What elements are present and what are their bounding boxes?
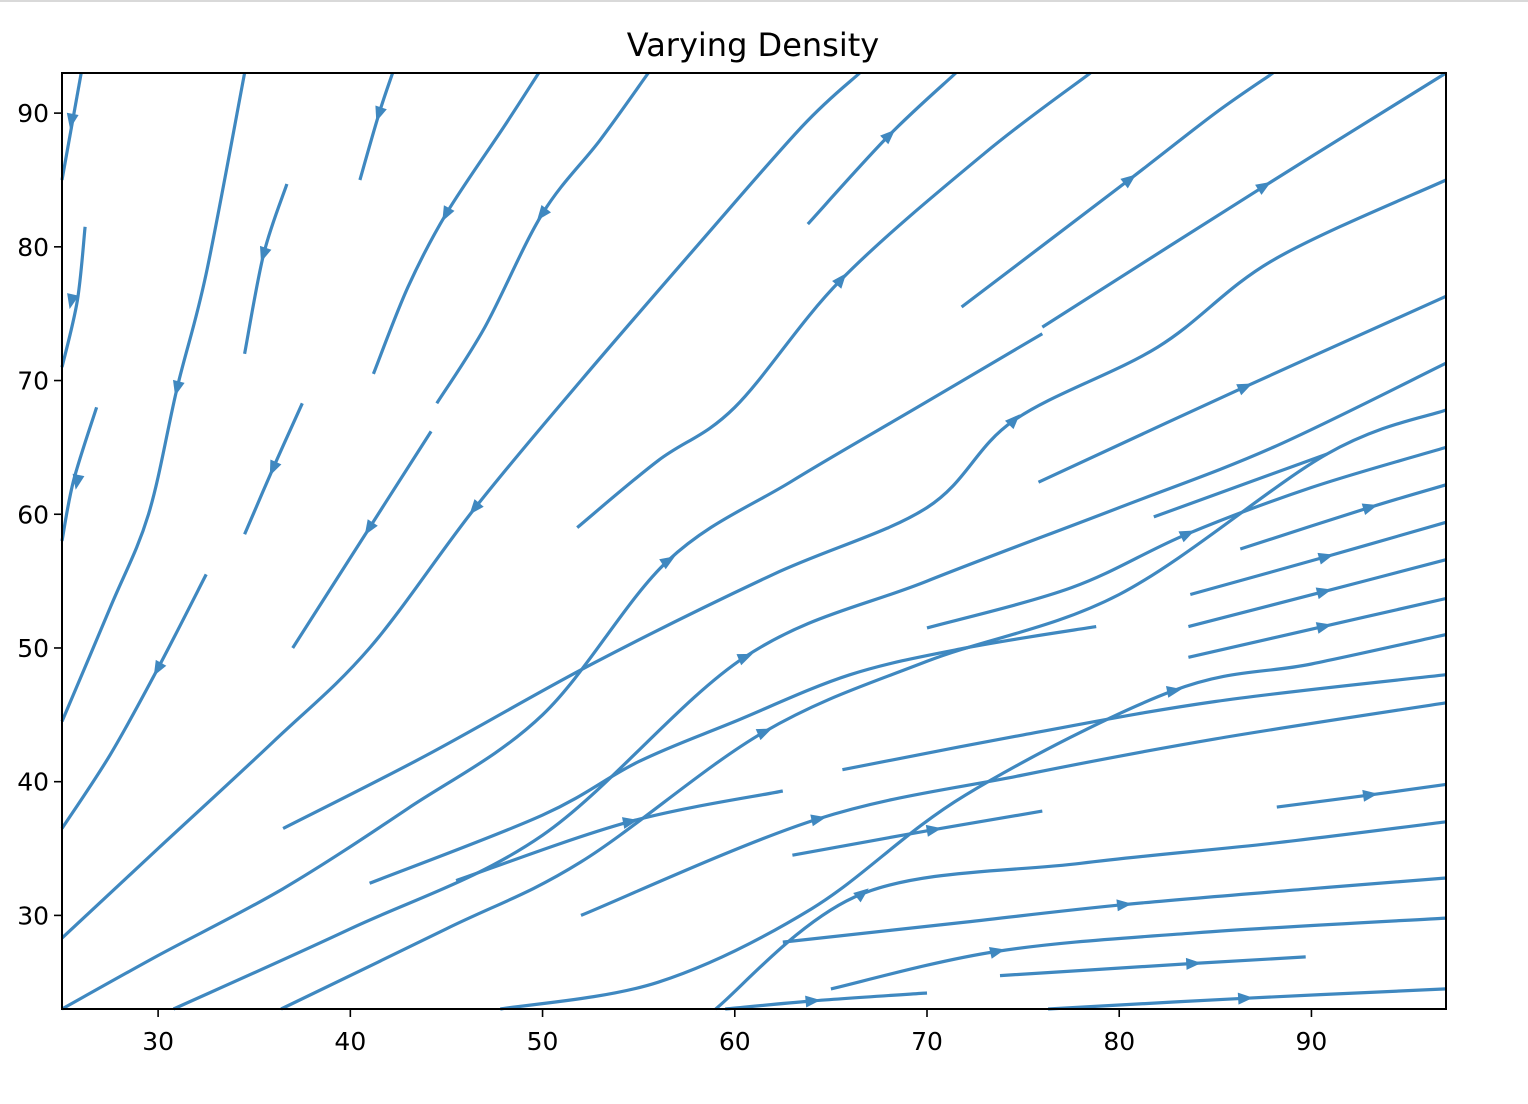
arrowhead-21-1 bbox=[755, 728, 772, 741]
y-tick-label: 60 bbox=[17, 500, 49, 529]
streamline-10 bbox=[291, 430, 433, 649]
streamline-26 bbox=[1189, 520, 1447, 597]
x-axis: 30 40 50 60 70 80 90 bbox=[142, 1009, 1327, 1056]
streamline-5 bbox=[60, 573, 208, 830]
streamline-14 bbox=[576, 71, 1092, 529]
x-tick-label: 30 bbox=[142, 1027, 174, 1056]
streamline-30 bbox=[500, 633, 1447, 1011]
arrowhead-11-1 bbox=[537, 205, 551, 221]
arrowhead-2-1 bbox=[67, 293, 79, 310]
streamline-15 bbox=[61, 332, 1044, 1011]
streamline-25 bbox=[369, 625, 1097, 885]
streamline-33 bbox=[792, 809, 1043, 857]
arrowhead-6-1 bbox=[260, 245, 272, 263]
arrowhead-5-1 bbox=[153, 659, 167, 676]
streamline-8 bbox=[358, 72, 395, 181]
chart-title: Varying Density bbox=[627, 26, 879, 64]
y-tick-label: 50 bbox=[17, 634, 49, 663]
arrowhead-7-1 bbox=[269, 459, 282, 476]
streamline-16 bbox=[960, 71, 1274, 309]
arrowhead-4-1 bbox=[173, 379, 185, 396]
streamline-3 bbox=[60, 406, 99, 542]
streamline-32 bbox=[580, 701, 1447, 917]
arrowhead-13-1 bbox=[880, 129, 896, 145]
arrowhead-29-1 bbox=[622, 817, 638, 829]
y-axis: 30 40 50 60 70 80 90 bbox=[17, 99, 62, 930]
arrowhead-35-1 bbox=[853, 888, 869, 903]
arrowhead-14-1 bbox=[832, 273, 847, 289]
y-tick-label: 90 bbox=[17, 99, 49, 128]
y-tick-label: 30 bbox=[17, 901, 49, 930]
arrowhead-10-1 bbox=[364, 519, 378, 536]
streamline-39 bbox=[725, 991, 928, 1011]
streamline-4 bbox=[60, 72, 247, 723]
arrowhead-34-1 bbox=[1362, 789, 1378, 802]
streamline-6 bbox=[243, 183, 289, 355]
streamlines-group bbox=[60, 71, 1447, 1011]
streamline-1 bbox=[60, 72, 83, 181]
arrowhead-17-1 bbox=[1005, 414, 1020, 430]
y-tick-label: 40 bbox=[17, 768, 49, 797]
streamline-22 bbox=[1153, 452, 1328, 519]
streamline-12 bbox=[60, 71, 861, 940]
streamline-9 bbox=[371, 72, 541, 375]
arrowhead-12-1 bbox=[469, 499, 484, 515]
arrowhead-18-1 bbox=[1255, 181, 1271, 195]
top-border-line bbox=[0, 0, 1528, 2]
streamline-17 bbox=[282, 178, 1447, 830]
x-tick-label: 70 bbox=[911, 1027, 943, 1056]
arrowhead-3-1 bbox=[72, 473, 85, 490]
x-tick-label: 60 bbox=[719, 1027, 751, 1056]
y-tick-label: 70 bbox=[17, 367, 49, 396]
arrowhead-38-1 bbox=[1185, 957, 1202, 970]
x-tick-label: 50 bbox=[527, 1027, 559, 1056]
y-tick-label: 80 bbox=[17, 233, 49, 262]
streamline-19 bbox=[172, 361, 1447, 1011]
arrowhead-32-1 bbox=[810, 814, 827, 827]
arrowhead-16-1 bbox=[1120, 174, 1136, 189]
arrowhead-37-1 bbox=[989, 947, 1005, 959]
arrowhead-8-1 bbox=[375, 105, 387, 122]
arrowhead-1-1 bbox=[66, 112, 79, 129]
x-tick-label: 90 bbox=[1296, 1027, 1328, 1056]
arrowhead-26-1 bbox=[1317, 552, 1334, 565]
arrowhead-39-1 bbox=[805, 995, 821, 1008]
arrowhead-33-1 bbox=[925, 824, 942, 837]
arrowhead-28-1 bbox=[1315, 622, 1332, 634]
streamline-11 bbox=[435, 72, 650, 405]
streamline-34 bbox=[1276, 782, 1447, 809]
streamline-13 bbox=[806, 71, 957, 226]
streamline-2 bbox=[60, 226, 87, 368]
arrowhead-36-1 bbox=[1116, 899, 1132, 912]
arrowhead-15-1 bbox=[659, 556, 676, 570]
streamline-31 bbox=[842, 673, 1447, 772]
x-tick-label: 40 bbox=[334, 1027, 366, 1056]
arrowhead-20-1 bbox=[1236, 383, 1253, 396]
arrowhead-9-1 bbox=[442, 205, 455, 222]
plot-frame bbox=[61, 72, 1447, 1010]
arrowhead-40-1 bbox=[1237, 992, 1254, 1005]
streamline-21 bbox=[280, 408, 1447, 1011]
arrowhead-19-1 bbox=[736, 653, 753, 666]
streamline-38 bbox=[999, 955, 1306, 978]
arrowhead-27-1 bbox=[1315, 587, 1332, 600]
streamline-37 bbox=[830, 916, 1447, 991]
arrowhead-23-1 bbox=[1178, 530, 1195, 543]
arrowhead-24-1 bbox=[1361, 503, 1378, 515]
streamline-35 bbox=[714, 820, 1447, 1011]
x-tick-label: 80 bbox=[1103, 1027, 1135, 1056]
streamline-24 bbox=[1239, 483, 1447, 551]
arrowhead-30-1 bbox=[1166, 686, 1182, 698]
